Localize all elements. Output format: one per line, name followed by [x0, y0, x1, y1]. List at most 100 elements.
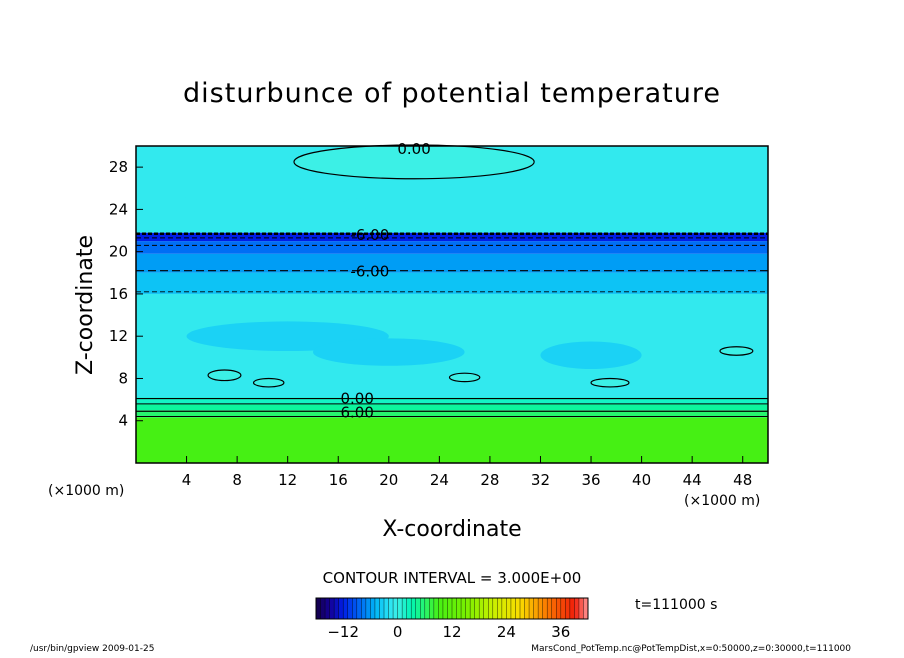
colorbar-cell	[565, 598, 571, 619]
colorbar-cell	[384, 598, 389, 619]
anomaly-region	[540, 341, 642, 369]
anomaly-region	[312, 338, 465, 366]
colorbar-cell	[542, 598, 548, 619]
x-axis-label: X-coordinate	[382, 517, 521, 542]
field-layer	[136, 241, 768, 254]
x-tick-label: 36	[581, 471, 600, 489]
contour-interval: CONTOUR INTERVAL = 3.000E+00	[323, 569, 582, 587]
anomaly-region	[171, 197, 202, 213]
colorbar-cell	[352, 598, 358, 619]
colorbar-cell	[365, 598, 371, 619]
colorbar-cell	[556, 598, 562, 619]
colorbar-cell	[393, 598, 398, 619]
plot-area: 0.00-6.00-6.000.006.00	[135, 140, 769, 464]
x-tick-label: 12	[278, 471, 297, 489]
colorbar-cell	[438, 598, 444, 619]
x-tick-label: 4	[182, 471, 192, 489]
anomaly-region	[590, 377, 630, 388]
anomaly-region	[296, 188, 330, 201]
colorbar-cell	[320, 598, 326, 619]
anomaly-region	[719, 346, 754, 356]
colorbar-cell	[574, 598, 580, 619]
contour-label: 0.00	[397, 140, 430, 158]
colorbar-cell	[343, 598, 349, 619]
contour-label: -6.00	[350, 226, 389, 244]
colorbar-cell	[515, 598, 521, 619]
colorbar-cell	[338, 598, 344, 619]
footer-left: /usr/bin/gpview 2009-01-25	[30, 644, 154, 654]
colorbar-cell	[452, 598, 457, 619]
x-tick-label: 44	[683, 471, 702, 489]
x-tick-label: 32	[531, 471, 550, 489]
colorbar-cell	[402, 598, 407, 619]
colorbar-cell	[578, 598, 584, 619]
x-tick-label: 28	[480, 471, 499, 489]
colorbar-cell	[379, 598, 385, 619]
colorbar-cell	[479, 598, 485, 619]
colorbar-cell	[411, 598, 417, 619]
colorbar-cell	[538, 598, 543, 619]
colorbar-cell	[356, 598, 362, 619]
colorbar-cell	[560, 598, 566, 619]
colorbar-cell	[529, 598, 534, 619]
colorbar-cell	[533, 598, 539, 619]
y-axis-label: Z-coordinate	[73, 235, 98, 375]
y-tick-label: 4	[118, 412, 128, 430]
colorbar-cell	[461, 598, 466, 619]
colorbar-tick-label: 12	[442, 623, 461, 641]
colorbar-cell	[370, 598, 376, 619]
colorbar-cell	[433, 598, 439, 619]
x-tick-label: 16	[329, 471, 348, 489]
colorbar-cell	[501, 598, 507, 619]
colorbar-cell	[415, 598, 421, 619]
anomaly-region	[252, 377, 285, 388]
y-tick-label: 24	[109, 200, 128, 218]
colorbar-cell	[506, 598, 512, 619]
colorbar-tick-label: −12	[327, 623, 359, 641]
x-tick-label: 24	[430, 471, 449, 489]
colorbar-cell	[334, 598, 339, 619]
colorbar-cell	[497, 598, 503, 619]
colorbar-cell	[488, 598, 494, 619]
y-tick-label: 28	[109, 158, 128, 176]
field-layer	[136, 253, 768, 273]
y-tick-label: 16	[109, 285, 128, 303]
field-layer	[136, 410, 768, 418]
colorbar-cell	[524, 598, 530, 619]
field-layer	[136, 232, 768, 242]
colorbar-cell	[492, 598, 498, 619]
colorbar-cell	[465, 598, 471, 619]
anomaly-region	[448, 372, 481, 383]
plot-frame	[135, 145, 769, 464]
colorbar-cell	[483, 598, 489, 619]
anomaly-region	[293, 144, 535, 180]
colorbar-tick-label: 0	[393, 623, 403, 641]
colorbar-cell	[520, 598, 525, 619]
footer-right: MarsCond_PotTemp.nc@PotTempDist,x=0:5000…	[531, 644, 851, 654]
colorbar-cell	[406, 598, 412, 619]
field-layer	[136, 417, 768, 463]
x-unit-left: (×1000 m)	[48, 483, 124, 499]
colorbar-cell	[316, 598, 321, 619]
colorbar-tick-label: 24	[497, 623, 516, 641]
field-layer	[136, 403, 768, 411]
x-tick-label: 40	[632, 471, 651, 489]
time-label: t=111000 s	[635, 597, 717, 613]
colorbar-frame	[315, 597, 589, 620]
contour-label: 0.00	[340, 390, 373, 408]
y-tick-label: 20	[109, 243, 128, 261]
colorbar-cell	[474, 598, 480, 619]
x-tick-label: 8	[232, 471, 242, 489]
anomaly-region	[342, 198, 373, 210]
anomaly-region	[207, 369, 242, 382]
colorbar-cell	[329, 598, 335, 619]
colorbar-cell	[547, 598, 553, 619]
colorbar-cell	[361, 598, 367, 619]
colorbar-cell	[325, 598, 330, 619]
colorbar-cell	[424, 598, 430, 619]
contour-label: -6.00	[350, 263, 389, 281]
colorbar-cell	[551, 598, 557, 619]
field-layer	[136, 397, 768, 404]
x-tick-label: 48	[733, 471, 752, 489]
